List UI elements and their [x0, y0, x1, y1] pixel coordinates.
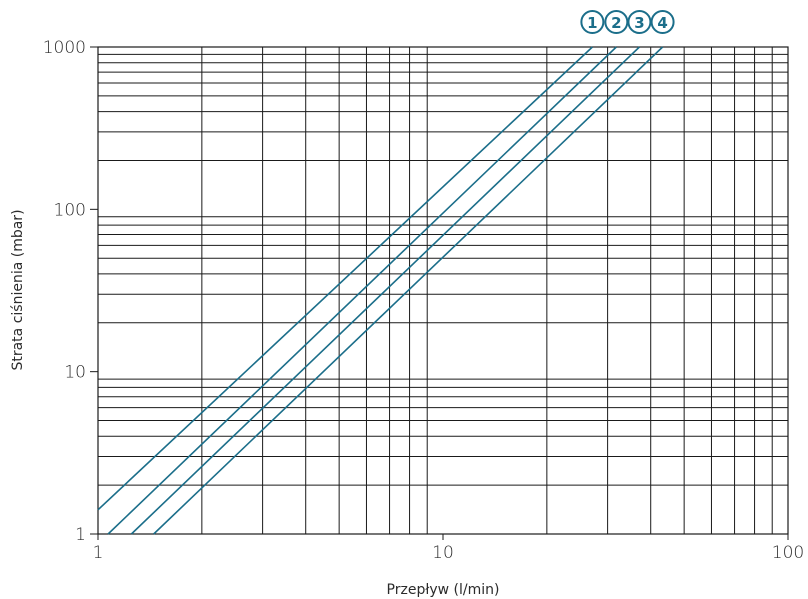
- series-badge-circle: [580, 10, 605, 34]
- x-tick-label: 100: [772, 543, 804, 563]
- tick-labels: 1 10 100 1 10 100 1000: [43, 38, 804, 563]
- series-badge-circle: [604, 10, 629, 34]
- series-badge-4: 4: [650, 10, 675, 34]
- y-tick-label: 1000: [43, 38, 86, 58]
- series-line-3: [130, 46, 640, 535]
- y-axis-label: Strata ciśnienia (mbar): [10, 209, 26, 370]
- series-badge-circle: [650, 10, 675, 34]
- series-badge-label: 1: [587, 14, 597, 32]
- series-line-2: [107, 46, 617, 535]
- series-badge-label: 2: [611, 14, 621, 32]
- x-tick-label: 1: [93, 543, 104, 563]
- series-badge-circle: [627, 10, 652, 34]
- series-badge-label: 3: [634, 14, 644, 32]
- y-tick-label: 1: [75, 525, 86, 545]
- x-tick-label: 10: [432, 543, 454, 563]
- series-badge-label: 4: [657, 14, 667, 32]
- plot-frame: [97, 46, 789, 535]
- series-badge-1: 1: [580, 10, 605, 34]
- y-tick-label: 100: [54, 200, 86, 220]
- x-axis-label: Przepływ (l/min): [387, 582, 500, 598]
- series-badge-3: 3: [627, 10, 652, 34]
- series-badge-2: 2: [604, 10, 629, 34]
- series-line-1: [97, 46, 593, 511]
- series-lines: [97, 46, 664, 535]
- series-line-4: [153, 46, 664, 535]
- grid: [90, 46, 789, 540]
- y-tick-label: 10: [64, 363, 86, 383]
